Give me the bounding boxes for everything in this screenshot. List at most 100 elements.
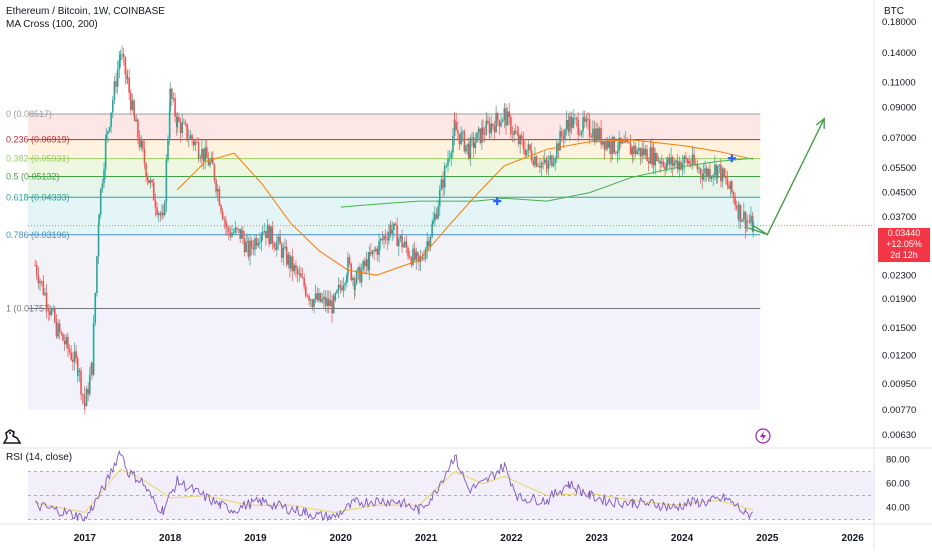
candle-body (209, 161, 211, 166)
candle-body (492, 123, 494, 127)
candle-body (163, 202, 166, 216)
candle-body (355, 271, 358, 284)
candle-body (623, 141, 625, 143)
lightning-icon[interactable] (755, 428, 771, 444)
candle-body (316, 293, 319, 301)
candle-body (124, 57, 127, 75)
candle-body (216, 189, 219, 192)
candle-body (534, 156, 536, 166)
candle-body (639, 147, 642, 157)
candle-body (739, 204, 742, 222)
candle-body (220, 205, 222, 212)
candle-body (396, 224, 398, 247)
candle-body (257, 242, 260, 246)
candle-body (705, 168, 708, 176)
candle-body (429, 236, 432, 247)
candle-body (397, 239, 400, 247)
candle-body (592, 128, 594, 138)
candle-body (394, 223, 397, 225)
candle-body (75, 351, 77, 359)
candle-body (442, 179, 444, 188)
candle-body (642, 148, 645, 156)
candle-body (744, 211, 747, 229)
candle-body (94, 292, 97, 324)
candle-body (327, 298, 330, 307)
candle-body (273, 243, 275, 248)
candle-body (611, 136, 614, 154)
candle-body (618, 137, 620, 152)
candle-body (601, 141, 604, 145)
candle-body (135, 119, 138, 122)
candle-body (547, 160, 550, 169)
candle-body (122, 54, 125, 58)
candle-body (556, 143, 558, 159)
x-tick-label: 2021 (415, 533, 438, 544)
candle-body (638, 147, 640, 151)
candle-body (212, 157, 214, 165)
candle-body (285, 246, 288, 265)
candle-body (641, 148, 643, 157)
candle-body (704, 168, 706, 174)
candle-body (608, 141, 611, 148)
candle-body (332, 296, 335, 300)
candle-body (142, 140, 144, 149)
candle-body (240, 230, 243, 239)
candle-body (452, 135, 454, 153)
candle-body (191, 135, 193, 141)
candle-body (76, 371, 79, 376)
candle-body (252, 247, 255, 250)
candle-body (551, 155, 553, 166)
candle-body (131, 100, 134, 110)
candle-body (359, 267, 361, 283)
fib-label: 1 (0.01757) (6, 303, 52, 313)
candle-body (565, 120, 568, 130)
candle-body (471, 137, 473, 139)
candle-body (227, 227, 230, 232)
candle-body (326, 298, 328, 306)
candle-body (408, 256, 411, 258)
candle-body (527, 144, 530, 150)
candle-body (169, 88, 171, 112)
candle-body (485, 120, 488, 135)
candle-body (148, 180, 150, 184)
candle-body (746, 220, 749, 222)
candle-body (506, 111, 509, 126)
candle-body (646, 149, 648, 162)
candle-body (128, 77, 130, 93)
rsi-tick-label: 40.00 (886, 503, 910, 514)
currency-label[interactable]: BTC (884, 6, 904, 17)
candle-body (368, 252, 371, 270)
indicator-label[interactable]: MA Cross (100, 200) (6, 19, 98, 30)
candle-body (724, 176, 727, 179)
candle-body (661, 161, 663, 164)
candle-body (606, 141, 609, 148)
candle-body (686, 158, 689, 164)
candle-body (495, 113, 497, 133)
candle-body (483, 134, 486, 136)
candle-body (101, 183, 104, 189)
candle-body (399, 235, 402, 240)
candle-body (421, 256, 424, 259)
candle-body (384, 236, 387, 239)
rsi-label[interactable]: RSI (14, close) (6, 452, 73, 463)
candle-body (577, 119, 579, 135)
candle-body (569, 116, 571, 132)
candle-body (183, 122, 185, 124)
candle-body (85, 388, 88, 407)
tradingview-logo-icon[interactable] (2, 424, 24, 446)
candle-body (348, 257, 351, 264)
candle-body (465, 144, 467, 152)
candle-body (37, 275, 40, 284)
rsi-tick-label: 60.00 (886, 479, 910, 490)
candle-body (496, 113, 499, 121)
candle-body (375, 248, 377, 252)
candle-body (567, 122, 570, 132)
candle-body (710, 176, 713, 179)
candle-body (476, 132, 478, 143)
candle-body (362, 260, 365, 270)
candle-body (588, 119, 591, 135)
candle-body (336, 290, 338, 293)
candle-body (287, 255, 290, 265)
